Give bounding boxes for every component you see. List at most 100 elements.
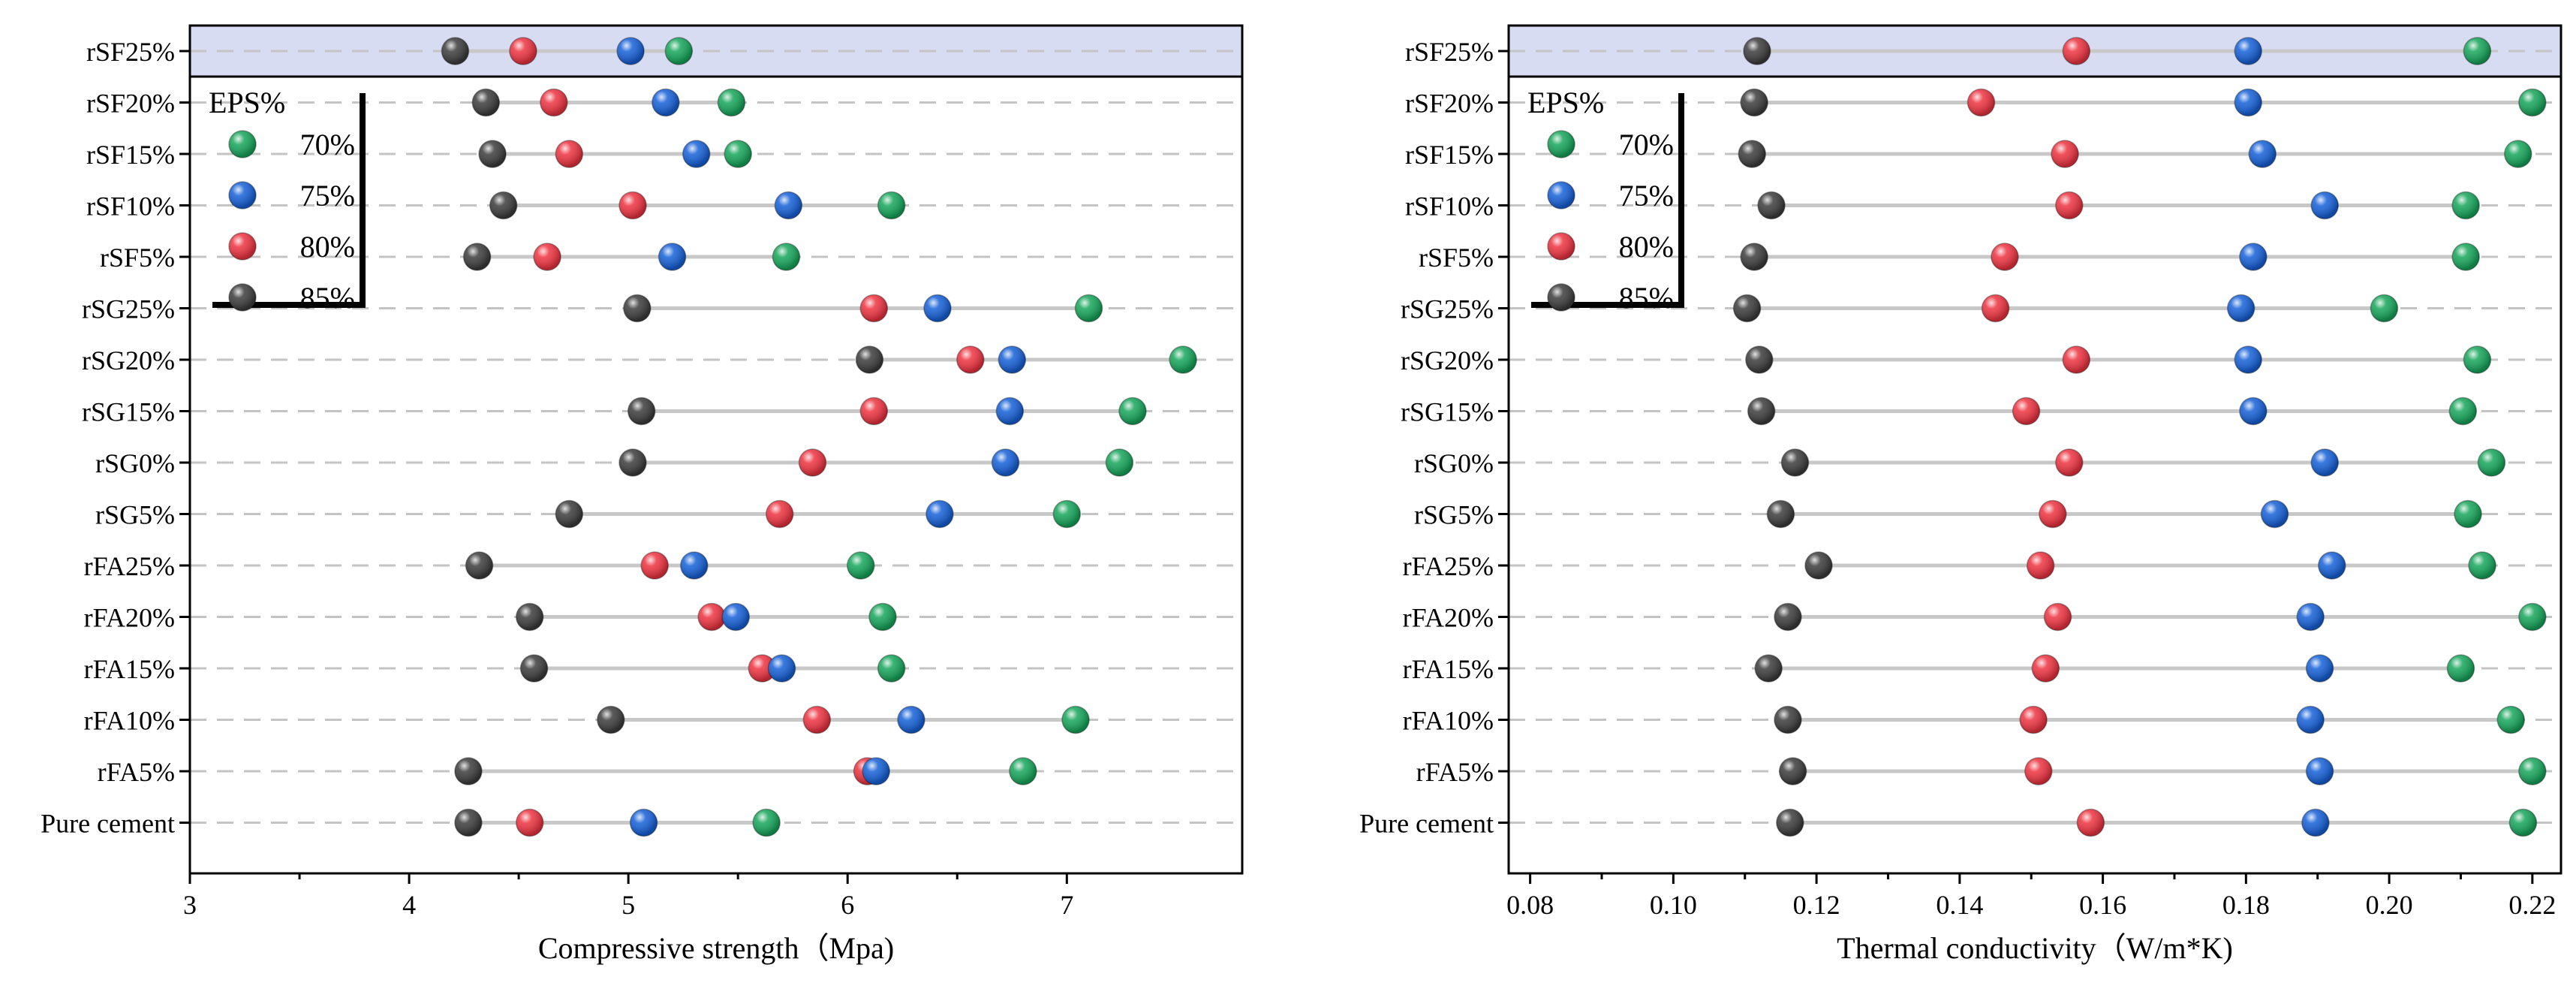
data-point-75pct bbox=[680, 551, 709, 580]
data-point-80pct bbox=[1981, 294, 2010, 323]
y-tick-label: rSF5% bbox=[100, 243, 175, 273]
data-point-75pct bbox=[658, 243, 687, 271]
y-tick-label: rFA20% bbox=[84, 603, 175, 633]
legend-title: EPS% bbox=[209, 86, 285, 119]
legend-label: 80% bbox=[300, 230, 355, 264]
data-point-70pct bbox=[877, 654, 906, 683]
compressive-strength-chart: Pure cement rFA5% rFA10% rFA15% rFA20% rFA25%… bbox=[41, 24, 1244, 965]
data-point-85pct bbox=[1757, 191, 1786, 220]
data-point-70pct bbox=[717, 88, 746, 117]
y-tick-label: rSF5% bbox=[1419, 243, 1494, 273]
data-point-80pct bbox=[765, 499, 794, 529]
y-tick-label: rSF10% bbox=[1405, 191, 1494, 222]
data-point-70pct bbox=[1118, 397, 1147, 426]
data-point-80pct bbox=[2031, 654, 2060, 683]
data-point-85pct bbox=[1774, 602, 1802, 632]
y-tick-label: rSG15% bbox=[1401, 397, 1494, 427]
data-point-75pct bbox=[991, 448, 1020, 477]
data-point-70pct bbox=[2468, 551, 2496, 580]
y-tick-label: rSG25% bbox=[82, 294, 175, 324]
data-point-85pct bbox=[1776, 808, 1804, 837]
data-point-85pct bbox=[462, 243, 492, 271]
data-point-85pct bbox=[1766, 499, 1795, 529]
legend-item: 85% bbox=[1547, 281, 1674, 315]
y-tick-label: rSF15% bbox=[86, 140, 175, 170]
x-tick-label: 7 bbox=[1060, 890, 1073, 920]
data-point-80pct bbox=[1991, 243, 2019, 271]
data-point-80pct bbox=[697, 602, 726, 632]
thermal-conductivity-chart: Pure cement rFA5% rFA10% rFA15% rFA20% rFA25%… bbox=[1359, 24, 2562, 965]
x-tick-label: 0.14 bbox=[1936, 890, 1983, 920]
x-tick-label: 0.18 bbox=[2222, 890, 2270, 920]
x-tick-label: 4 bbox=[402, 890, 416, 920]
data-point-70pct bbox=[2496, 705, 2525, 734]
y-tick-label: rSG20% bbox=[1401, 345, 1494, 375]
data-point-75pct bbox=[862, 757, 890, 785]
data-point-85pct bbox=[1740, 243, 1768, 271]
plot-frame bbox=[188, 24, 1244, 875]
data-point-85pct bbox=[1740, 88, 1768, 117]
data-point-80pct bbox=[2051, 140, 2079, 168]
data-point-70pct bbox=[2518, 602, 2547, 632]
data-point-75pct bbox=[2248, 140, 2277, 168]
legend-label: 75% bbox=[1619, 179, 1674, 213]
data-point-70pct bbox=[2463, 37, 2492, 65]
data-point-75pct bbox=[2239, 243, 2268, 271]
legend-item: 85% bbox=[228, 281, 355, 315]
y-tick-label: rFA5% bbox=[98, 757, 175, 787]
data-point-75pct bbox=[767, 654, 796, 683]
data-point-80pct bbox=[509, 37, 537, 65]
x-axis-title: Compressive strength（Mpa) bbox=[538, 931, 894, 965]
data-point-80pct bbox=[2076, 808, 2105, 837]
data-point-75pct bbox=[2318, 551, 2346, 580]
data-point-75pct bbox=[629, 808, 658, 837]
data-point-75pct bbox=[2296, 602, 2325, 632]
data-point-75pct bbox=[998, 345, 1027, 374]
y-tick-label: rFA20% bbox=[1403, 603, 1494, 633]
data-point-80pct bbox=[515, 808, 544, 837]
data-point-70pct bbox=[2451, 191, 2480, 220]
data-point-85pct bbox=[623, 294, 652, 323]
data-point-80pct bbox=[1967, 88, 1996, 117]
data-point-85pct bbox=[1745, 345, 1774, 374]
y-tick-label: rSG5% bbox=[1414, 500, 1494, 530]
data-point-70pct bbox=[2451, 243, 2480, 271]
legend-item: 70% bbox=[1547, 128, 1674, 161]
y-tick-label: rFA25% bbox=[84, 551, 175, 581]
data-point-70pct bbox=[724, 140, 752, 168]
data-point-80pct bbox=[956, 345, 985, 374]
data-point-75pct bbox=[995, 397, 1025, 426]
data-point-70pct bbox=[2508, 808, 2538, 837]
data-point-75pct bbox=[2239, 397, 2268, 426]
data-point-75pct bbox=[652, 88, 680, 117]
x-tick-label: 5 bbox=[621, 890, 635, 920]
data-point-70pct bbox=[1061, 705, 1090, 734]
data-point-80pct bbox=[859, 294, 889, 323]
data-point-80pct bbox=[618, 191, 647, 220]
legend-item: 80% bbox=[228, 230, 355, 264]
x-tick-label: 0.08 bbox=[1506, 890, 1554, 920]
legend-frame bbox=[212, 93, 366, 308]
data-point-80pct bbox=[2055, 191, 2084, 220]
data-point-80pct bbox=[802, 705, 832, 734]
x-tick-label: 6 bbox=[841, 890, 854, 920]
data-point-70pct bbox=[847, 551, 875, 580]
legend-label: 85% bbox=[1619, 281, 1674, 315]
legend-label: 80% bbox=[1619, 230, 1674, 264]
data-point-75pct bbox=[2301, 808, 2330, 837]
y-tick-label: rFA25% bbox=[1403, 551, 1494, 581]
x-tick-label: 0.16 bbox=[2079, 890, 2126, 920]
data-point-70pct bbox=[2370, 294, 2399, 323]
data-point-85pct bbox=[519, 654, 549, 683]
data-point-70pct bbox=[877, 191, 906, 220]
data-point-85pct bbox=[618, 448, 647, 477]
y-tick-label: rSG20% bbox=[82, 345, 175, 375]
data-point-70pct bbox=[772, 243, 801, 271]
data-point-75pct bbox=[721, 602, 751, 632]
data-point-70pct bbox=[2448, 397, 2478, 426]
data-point-85pct bbox=[1732, 294, 1762, 323]
data-point-85pct bbox=[454, 808, 483, 837]
x-tick-label: 0.22 bbox=[2508, 890, 2556, 920]
y-tick-label: rSF15% bbox=[1405, 140, 1494, 170]
